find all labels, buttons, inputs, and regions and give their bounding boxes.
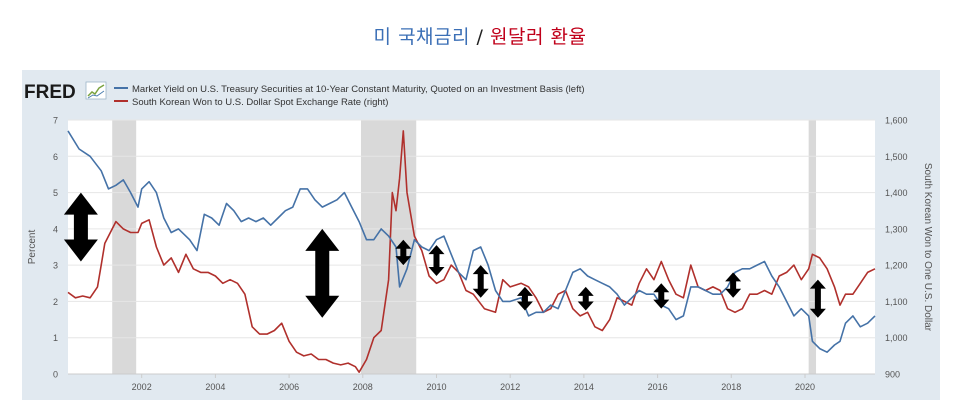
left-tick-label: 3 [53,261,58,271]
right-tick-label: 1,000 [885,333,908,343]
double-arrow-5 [516,286,533,311]
double-arrow-3 [428,245,445,277]
right-axis-label: South Korean Won to One U.S. Dollar [922,163,933,332]
right-tick-label: 1,200 [885,261,908,271]
fred-logo-text: FRED [24,82,76,103]
double-arrow-9 [809,279,826,318]
right-tick-label: 1,500 [885,152,908,162]
x-tick-label: 2018 [721,382,741,392]
series-lines [67,130,876,374]
recession-band-0 [112,120,137,374]
double-arrow-6 [577,286,594,311]
axes: Percent South Korean Won to One U.S. Dol… [27,116,933,393]
x-tick-label: 2008 [353,382,373,392]
left-tick-label: 7 [53,116,58,126]
double-arrow-7 [653,283,670,309]
double-arrow-2 [395,239,412,266]
plot-background [68,120,875,374]
legend-label-treasury: Market Yield on U.S. Treasury Securities… [132,84,585,95]
legend-label-won: South Korean Won to U.S. Dollar Spot Exc… [132,97,388,108]
double-arrow-0 [63,192,98,262]
page-title: 미 국채금리 / 원달러 환율 [0,22,960,49]
double-arrow-8 [725,272,742,298]
right-tick-label: 1,300 [885,224,908,234]
left-axis-label: Percent [27,230,38,265]
x-tick-label: 2004 [205,382,225,392]
right-tick-label: 900 [885,370,900,380]
double-arrow-4 [472,265,489,298]
recession-band-2 [808,120,817,374]
left-tick-label: 6 [53,152,58,162]
x-tick-label: 2020 [795,382,815,392]
title-won-dollar: 원달러 환율 [490,26,587,48]
won-dollar-line [67,130,876,374]
x-tick-label: 2002 [132,382,152,392]
title-separator: / [476,26,484,48]
left-tick-label: 1 [53,333,58,343]
x-tick-label: 2010 [426,382,446,392]
x-tick-label: 2014 [574,382,594,392]
title-treasury-yield: 미 국채금리 [373,26,470,48]
x-tick-label: 2012 [500,382,520,392]
x-tick-label: 2006 [279,382,299,392]
left-tick-label: 5 [53,188,58,198]
left-tick-label: 2 [53,297,58,307]
right-tick-label: 1,400 [885,188,908,198]
chart-header: FRED Market Yield on U.S. Treasury Secur… [24,81,585,108]
left-tick-label: 0 [53,370,58,380]
right-tick-label: 1,600 [885,116,908,126]
treasury-yield-line [67,130,876,354]
fred-chart-panel: Percent South Korean Won to One U.S. Dol… [22,70,940,400]
x-tick-label: 2016 [648,382,668,392]
fred-chart: Percent South Korean Won to One U.S. Dol… [24,81,933,393]
right-tick-label: 1,100 [885,297,908,307]
left-tick-label: 4 [53,224,58,234]
double-arrow-1 [305,228,340,318]
annotation-arrows [63,192,826,318]
plot-area [68,120,875,374]
fred-logo-graph-icon [85,81,107,100]
